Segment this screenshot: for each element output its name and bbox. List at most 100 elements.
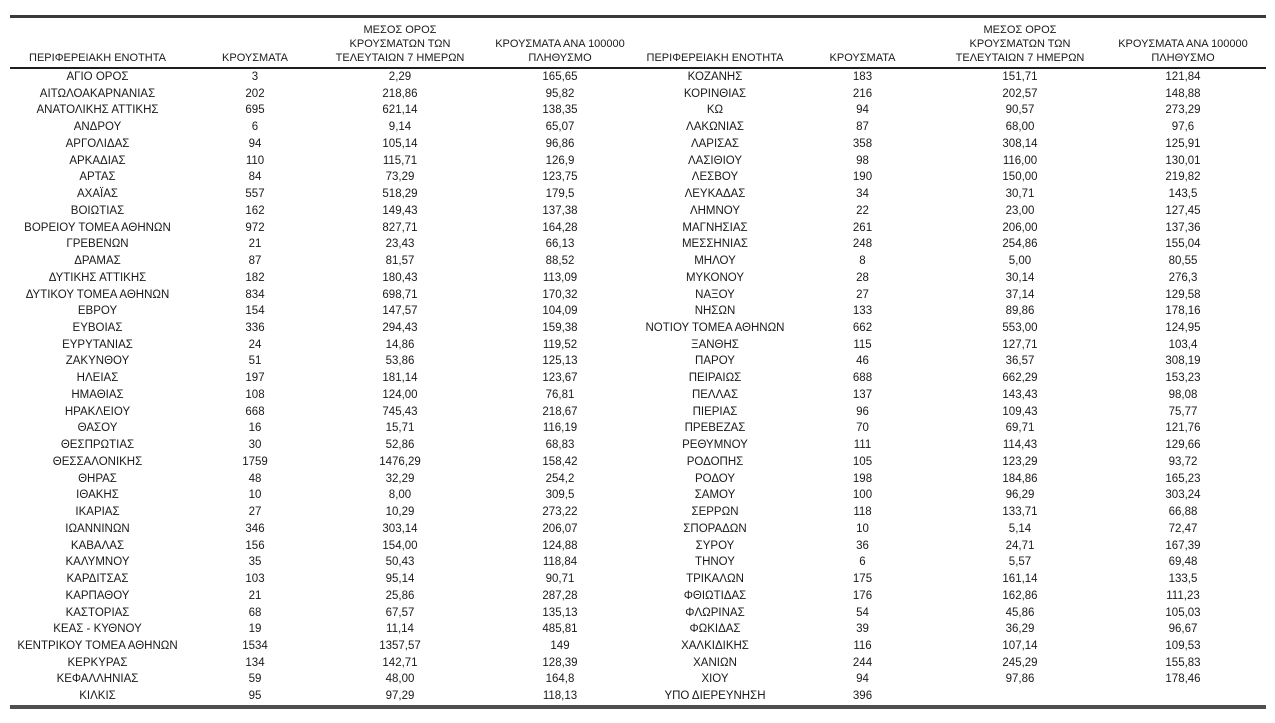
cell-per100k: 111,23 xyxy=(1166,589,1200,602)
cell-region: ΚΑΒΑΛΑΣ xyxy=(70,539,125,552)
cell-region: ΘΕΣΣΑΛΟΝΙΚΗΣ xyxy=(52,455,143,468)
cell-per100k: 135,13 xyxy=(542,606,578,619)
cell-cases: 94 xyxy=(248,137,262,150)
cell-avg7days: 15,71 xyxy=(385,422,415,435)
cell-cases: 28 xyxy=(856,271,869,284)
cell-avg7days: 518,29 xyxy=(382,188,418,201)
cell-avg7days: 30,71 xyxy=(1005,188,1035,201)
cell-avg7days: 114,43 xyxy=(1002,439,1038,452)
cell-avg7days: 133,71 xyxy=(1002,506,1038,519)
cell-cases: 21 xyxy=(248,238,262,251)
table-row: ΚΕΦΑΛΛΗΝΙΑΣ 59 48,00 164,8 ΧΙΟΥ 94 97,86 178,46 xyxy=(10,671,1266,688)
cell-per100k: 155,83 xyxy=(1165,656,1201,669)
column-header-region: ΠΕΡΙΦΕΡΕΙΑΚΗ ΕΝΟΤΗΤΑ xyxy=(10,16,185,69)
cell-avg7days: 162,86 xyxy=(1002,589,1038,602)
table-row: ΚΑΣΤΟΡΙΑΣ 68 67,57 135,13 ΦΛΩΡΙΝΑΣ 54 45,86 105… xyxy=(10,605,1266,622)
cell-cases: 261 xyxy=(852,221,873,234)
cell-region: ΚΑΡΠΑΘΟΥ xyxy=(65,589,130,602)
cell-region: ΦΘΙΩΤΙΔΑΣ xyxy=(683,589,747,602)
cell-per100k: 129,66 xyxy=(1165,439,1201,452)
cell-avg7days: 105,14 xyxy=(382,137,418,150)
cell-cases: 94 xyxy=(856,673,869,686)
table-row: ΗΜΑΘΙΑΣ 108 124,00 76,81 ΠΕΛΛΑΣ 137 143,43 98,0… xyxy=(10,387,1266,404)
cell-region: ΙΩΑΝΝΙΝΩΝ xyxy=(65,522,130,535)
cell-avg7days: 154,00 xyxy=(382,539,418,552)
cell-avg7days: 698,71 xyxy=(382,288,418,301)
cell-cases: 87 xyxy=(856,121,869,134)
cell-region: ΠΙΕΡΙΑΣ xyxy=(692,405,738,418)
column-header-line: ΚΡΟΥΣΜΑΤΑ xyxy=(829,52,896,64)
cell-cases: 396 xyxy=(852,690,873,703)
cell-per100k: 96,86 xyxy=(545,137,575,150)
cell-region: ΝΟΤΙΟΥ ΤΟΜΕΑ ΑΘΗΝΩΝ xyxy=(645,322,785,335)
cell-avg7days: 89,86 xyxy=(1005,305,1035,318)
cell-per100k: 167,39 xyxy=(1165,539,1201,552)
cell-cases: 557 xyxy=(245,188,265,201)
cell-region: ΑΡΓΟΛΙΔΑΣ xyxy=(65,137,130,150)
cell-cases: 6 xyxy=(859,556,866,569)
table-row: ΚΑΡΔΙΤΣΑΣ 103 95,14 90,71 ΤΡΙΚΑΛΩΝ 175 161,14 1… xyxy=(10,571,1266,588)
cell-region: ΡΟΔΟΠΗΣ xyxy=(686,455,744,468)
column-header-line: ΚΡΟΥΣΜΑΤΩΝ ΤΩΝ xyxy=(969,38,1071,50)
table-row: ΑΧΑΪΑΣ 557 518,29 179,5 ΛΕΥΚΑΔΑΣ 34 30,71 143,5 xyxy=(10,186,1266,203)
cell-per100k: 287,28 xyxy=(542,589,578,602)
cell-cases: 10 xyxy=(856,522,869,535)
cell-cases: 176 xyxy=(852,589,873,602)
cell-cases: 48 xyxy=(248,472,262,485)
table-row: ΚΕΝΤΡΙΚΟΥ ΤΟΜΕΑ ΑΘΗΝΩΝ 1534 1357,57 149 ΧΑΛΚ… xyxy=(10,638,1266,655)
table-row: ΙΩΑΝΝΙΝΩΝ 346 303,14 206,07 ΣΠΟΡΑΔΩΝ 10 5,14 72… xyxy=(10,521,1266,538)
table-row: ΕΒΡΟΥ 154 147,57 104,09 ΝΗΣΩΝ 133 89,86 178,16 xyxy=(10,303,1266,320)
cell-avg7days: 107,14 xyxy=(1002,639,1038,652)
cell-per100k: 137,38 xyxy=(542,204,578,217)
cell-cases: 10 xyxy=(248,489,262,502)
cell-region: ΗΜΑΘΙΑΣ xyxy=(71,388,124,401)
cell-avg7days: 161,14 xyxy=(1002,573,1038,586)
cell-region: ΚΕΝΤΡΙΚΟΥ ΤΟΜΕΑ ΑΘΗΝΩΝ xyxy=(17,639,178,652)
cell-cases: 190 xyxy=(852,171,873,184)
cell-avg7days: 11,14 xyxy=(386,623,414,636)
cell-avg7days: 308,14 xyxy=(1002,137,1038,150)
column-header-line: ΠΛΗΘΥΣΜΟ xyxy=(528,52,592,64)
cell-region: ΡΕΘΥΜΝΟΥ xyxy=(682,439,748,452)
cell-region: ΚΙΛΚΙΣ xyxy=(79,690,116,703)
cell-avg7days: 1357,57 xyxy=(379,639,421,652)
cell-avg7days: 149,43 xyxy=(382,204,418,217)
cell-region: ΛΗΜΝΟΥ xyxy=(689,204,741,217)
cell-avg7days: 36,29 xyxy=(1005,623,1035,636)
cell-cases: 8 xyxy=(859,255,866,268)
cell-cases: 202 xyxy=(245,87,265,100)
header-row: ΠΕΡΙΦΕΡΕΙΑΚΗ ΕΝΟΤΗΤΑ ΚΡΟΥΣΜΑΤΑ ΜΕΣΟΣ ΟΡΟΣ Κ… xyxy=(10,16,1266,69)
cell-avg7days: 52,86 xyxy=(385,439,415,452)
cell-avg7days: 303,14 xyxy=(382,522,418,535)
cell-avg7days: 254,86 xyxy=(1002,238,1038,251)
cell-per100k: 170,32 xyxy=(542,288,578,301)
cell-cases: 30 xyxy=(248,439,262,452)
column-header-line: ΚΡΟΥΣΜΑΤΩΝ ΤΩΝ xyxy=(349,38,451,50)
cell-cases: 688 xyxy=(852,372,873,385)
cell-region: ΗΛΕΙΑΣ xyxy=(76,372,119,385)
cell-per100k: 273,29 xyxy=(1165,104,1201,117)
cell-per100k: 309,5 xyxy=(545,489,575,502)
cell-region: ΥΠΟ ΔΙΕΡΕΥΝΗΣΗ xyxy=(664,690,766,703)
cell-avg7days: 90,57 xyxy=(1005,104,1035,117)
table-row: ΕΥΡΥΤΑΝΙΑΣ 24 14,86 119,52 ΞΑΝΘΗΣ 115 127,71 10… xyxy=(10,337,1266,354)
cell-avg7days: 180,43 xyxy=(382,271,418,284)
cell-cases: 183 xyxy=(852,71,873,83)
cell-region: ΦΛΩΡΙΝΑΣ xyxy=(685,606,745,619)
cell-cases: 1759 xyxy=(242,455,268,468)
cell-cases: 24 xyxy=(248,338,262,351)
cell-avg7days: 5,14 xyxy=(1008,522,1032,535)
cell-region: ΑΓΙΟ ΟΡΟΣ xyxy=(66,71,129,83)
cell-per100k: 103,4 xyxy=(1168,338,1198,351)
cell-avg7days: 662,29 xyxy=(1002,372,1038,385)
table-row: ΗΛΕΙΑΣ 197 181,14 123,67 ΠΕΙΡΑΙΩΣ 688 662,29 15… xyxy=(10,370,1266,387)
cell-region: ΔΥΤΙΚΟΥ ΤΟΜΕΑ ΑΘΗΝΩΝ xyxy=(25,288,170,301)
cell-region: ΑΝΔΡΟΥ xyxy=(73,121,122,134)
table-row: ΚΕΡΚΥΡΑΣ 134 142,71 128,39 ΧΑΝΙΩΝ 244 245,29 15… xyxy=(10,655,1266,672)
cell-region: ΝΗΣΩΝ xyxy=(694,305,736,318)
cell-avg7days: 553,00 xyxy=(1002,322,1038,335)
cell-region: ΒΟΡΕΙΟΥ ΤΟΜΕΑ ΑΘΗΝΩΝ xyxy=(24,221,171,234)
cell-per100k: 133,5 xyxy=(1168,573,1198,586)
cell-avg7days: 97,86 xyxy=(1005,673,1035,686)
